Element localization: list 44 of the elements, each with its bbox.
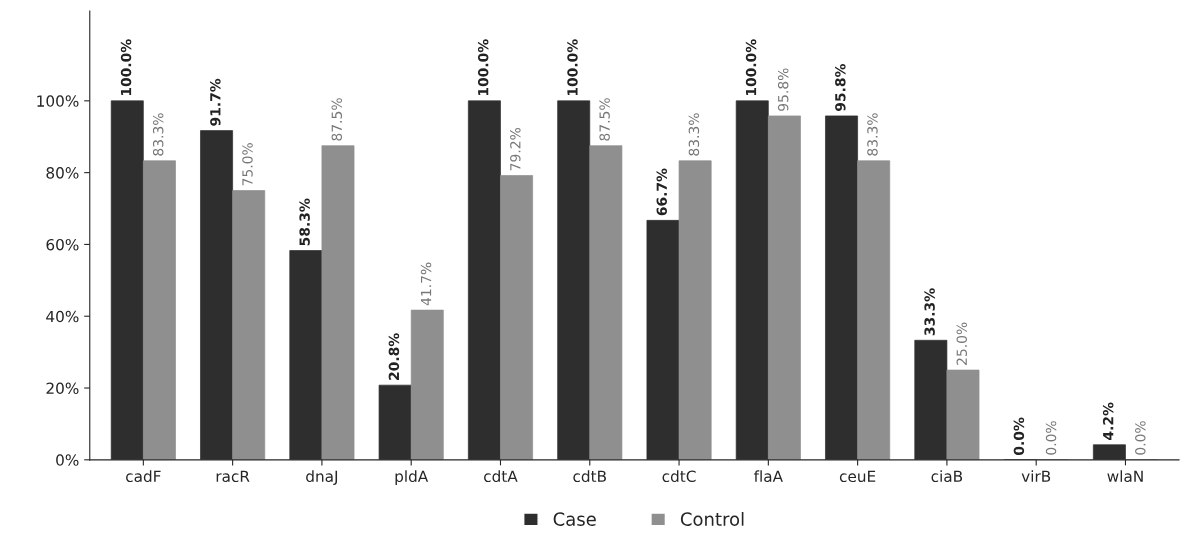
data-label: 95.8% [835, 64, 846, 112]
x-tick-label: racR [216, 470, 250, 483]
data-label: 83.3% [867, 113, 878, 156]
y-tick-label: 40% [46, 310, 79, 323]
data-label: 66.7% [656, 168, 668, 216]
data-label: 75.0% [242, 143, 253, 186]
x-tick-label: ciaB [931, 470, 963, 483]
y-tick-label: 20% [46, 382, 79, 395]
data-label: 4.2% [1102, 402, 1114, 440]
x-tick-label: cdtA [484, 470, 518, 483]
y-tick-label: 100% [37, 95, 79, 107]
data-label: 41.7% [420, 262, 432, 306]
data-label: 33.3% [924, 288, 935, 336]
x-tick-label: dnaJ [306, 470, 338, 485]
data-label: 87.5% [599, 98, 610, 141]
x-tick-label: pldA [395, 470, 429, 486]
x-tick-label: wlaN [1107, 470, 1143, 483]
data-label: 83.3% [688, 113, 700, 156]
y-tick-label: 0% [56, 454, 79, 466]
y-tick-label: 80% [46, 167, 79, 179]
data-label: 83.3% [152, 113, 164, 156]
x-tick-label: ceuE [839, 470, 876, 483]
x-tick-label: virB [1021, 470, 1051, 482]
x-tick-label: cdtC [662, 470, 696, 483]
x-tick-label: cdtB [573, 470, 606, 483]
data-label: 0.0% [1045, 421, 1057, 455]
data-label: 95.8% [777, 68, 789, 111]
data-label: 100.0% [477, 39, 489, 96]
data-label: 58.3% [299, 198, 310, 246]
data-label: 87.5% [331, 98, 343, 141]
x-tick-label: flaA [753, 470, 783, 483]
legend-label: Control [680, 511, 744, 526]
x-tick-label: cadF [126, 470, 161, 483]
data-label: 100.0% [120, 39, 132, 96]
data-label: 79.2% [510, 127, 521, 171]
data-label: 25.0% [956, 322, 968, 365]
data-label: 0.0% [1135, 421, 1146, 455]
data-label: 91.7% [210, 78, 221, 126]
data-label: 0.0% [1013, 417, 1025, 455]
data-label: 100.0% [567, 39, 578, 96]
legend-label: Case [553, 512, 596, 526]
data-label: 100.0% [745, 39, 757, 96]
data-label: 20.8% [388, 333, 400, 380]
y-tick-label: 60% [46, 238, 79, 251]
